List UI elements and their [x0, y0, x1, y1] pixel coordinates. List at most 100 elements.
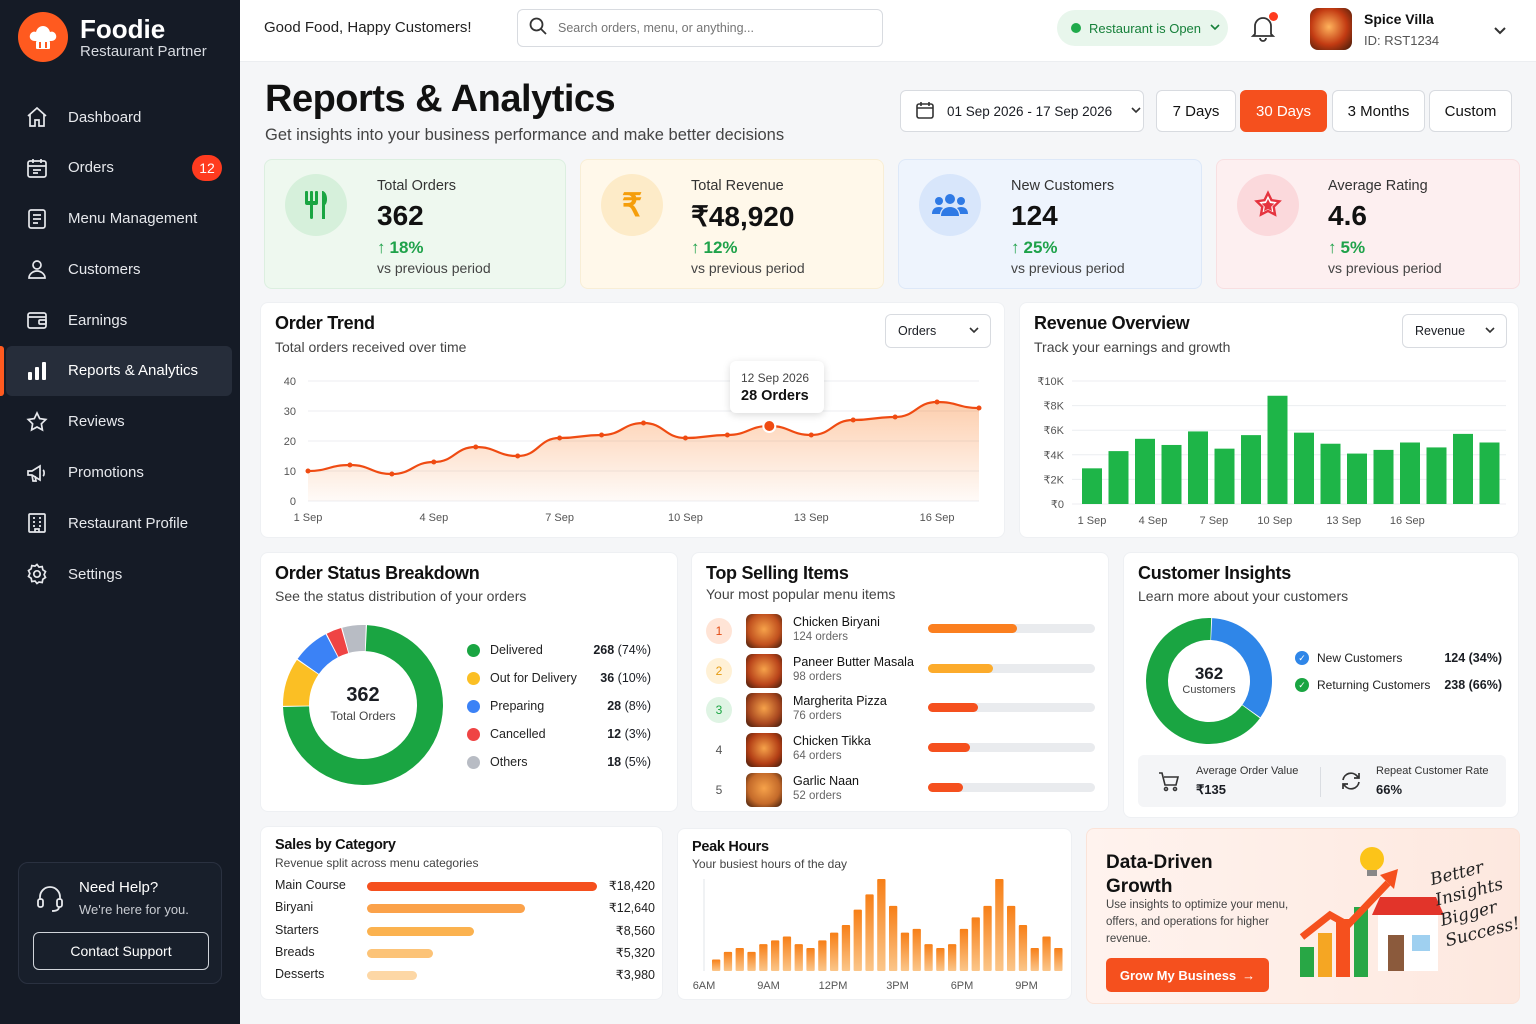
brand-name: Foodie [80, 13, 166, 44]
contact-support-button[interactable]: Contact Support [33, 932, 209, 970]
building-icon [24, 510, 50, 536]
sidebar-item-menu-management[interactable]: Menu Management [6, 194, 232, 244]
category-name: Starters [275, 922, 319, 937]
sidebar-item-promotions[interactable]: Promotions [6, 448, 232, 498]
revenue-bar [1453, 433, 1473, 504]
legend-dot [467, 755, 480, 769]
promo-title-line: Data-Driven [1106, 852, 1213, 873]
food-thumbnail [746, 733, 782, 768]
area-fill [308, 402, 979, 501]
top-item-row[interactable]: 3 Margherita Pizza 76 orders [706, 693, 1096, 729]
chevron-down-icon[interactable] [1492, 22, 1508, 43]
sidebar-item-earnings[interactable]: Earnings [6, 295, 232, 345]
peak-bar [995, 879, 1004, 971]
status-dot [1071, 23, 1081, 33]
restaurant-status-dropdown[interactable]: Restaurant is Open [1057, 10, 1228, 46]
sidebar-item-label: Customers [68, 260, 141, 278]
range-7-days-button[interactable]: 7 Days [1156, 90, 1236, 132]
dropdown-value: Revenue [1415, 324, 1466, 338]
legend-item-new-customers: ✓ New Customers [1295, 651, 1402, 665]
revenue-bar-chart: ₹0 ₹2K ₹4K ₹6K ₹8K ₹10K 1 Sep 4 Sep 7 Sep 10 Sep 1… [1037, 376, 1506, 527]
card-title: Sales by Category [275, 837, 396, 853]
kpi-label: Average Rating [1328, 178, 1428, 194]
data-point [682, 435, 688, 441]
legend-label: Cancelled [490, 727, 546, 741]
peak-bar [1030, 948, 1039, 971]
x-tick-label: 10 Sep [1257, 515, 1292, 527]
grow-business-button[interactable]: Grow My Business → [1106, 958, 1269, 992]
search-input[interactable] [558, 21, 858, 35]
brand[interactable]: Foodie Restaurant Partner [18, 12, 207, 62]
top-item-row[interactable]: 2 Paneer Butter Masala 98 orders [706, 653, 1096, 690]
legend-count: 18 [607, 755, 622, 769]
revenue-metric-dropdown[interactable]: Revenue [1402, 314, 1507, 348]
legend-label: Returning Customers [1317, 678, 1431, 692]
category-value: ₹8,560 [615, 923, 655, 938]
donut-slice [342, 625, 366, 653]
rank-badge: 3 [706, 697, 732, 724]
top-item-row[interactable]: 5 Garlic Naan 52 orders [706, 772, 1096, 809]
kpi-change: ↑ 12% [691, 238, 738, 258]
date-range-picker[interactable]: 01 Sep 2026 - 17 Sep 2026 [900, 90, 1144, 132]
sidebar-item-customers[interactable]: Customers [6, 244, 232, 294]
peak-bar [924, 944, 933, 971]
y-tick-label: ₹6K [1044, 425, 1065, 437]
range-30-days-button[interactable]: 30 Days [1240, 90, 1327, 132]
range-custom-button[interactable]: Custom [1429, 90, 1512, 132]
kpi-value: ₹48,920 [691, 201, 795, 232]
legend-pct: (10%) [617, 671, 651, 685]
profile-menu[interactable]: Spice Villa ID: RST1234 [1310, 8, 1439, 50]
x-tick-label: 1 Sep [294, 512, 323, 524]
sidebar-item-reviews[interactable]: Reviews [6, 397, 232, 447]
item-orders: 52 orders [793, 789, 842, 802]
sidebar-item-reports-analytics[interactable]: Reports & Analytics [0, 345, 232, 396]
profile-name: Spice Villa [1364, 10, 1434, 27]
kpi-note: vs previous period [377, 260, 491, 276]
top-item-row[interactable]: 1 Chicken Biryani 124 orders [706, 614, 1096, 650]
notifications-button[interactable] [1250, 12, 1278, 47]
range-3-months-button[interactable]: 3 Months [1332, 90, 1425, 132]
sidebar-item-restaurant-profile[interactable]: Restaurant Profile [6, 498, 232, 548]
peak-bar [1042, 936, 1051, 971]
order-trend-metric-dropdown[interactable]: Orders [885, 314, 991, 348]
card-subtitle: Total orders received over time [275, 339, 467, 355]
legend-dot [467, 727, 480, 741]
peak-bar [912, 928, 921, 971]
legend-item-delivered: Delivered [467, 643, 543, 657]
kpi-label: New Customers [1011, 178, 1115, 194]
x-tick-label: 3PM [886, 980, 909, 992]
legend-value: 36 (10%) [561, 671, 651, 685]
profile-id: ID: RST1234 [1364, 32, 1440, 48]
peak-bar [900, 932, 910, 971]
kpi-change-value: 12% [703, 238, 738, 257]
kpi-value: 124 [1011, 200, 1058, 231]
search-box[interactable] [517, 9, 883, 47]
x-tick-label: 1 Sep [1078, 515, 1107, 527]
legend-count: 36 [600, 671, 615, 685]
sales-category-card: Sales by Category Revenue split across m… [260, 826, 663, 1000]
divider [1320, 767, 1321, 797]
legend-value: 28 (8%) [561, 699, 651, 713]
chevron-down-icon [968, 324, 980, 339]
sidebar-item-label: Reviews [68, 413, 125, 431]
sidebar-item-dashboard[interactable]: Dashboard [6, 92, 232, 142]
y-tick-label: ₹4K [1044, 450, 1065, 462]
data-point [347, 462, 353, 468]
item-share-track [928, 703, 1095, 713]
item-share-track [928, 624, 1095, 633]
check-circle-icon: ✓ [1295, 651, 1309, 665]
sidebar-item-orders[interactable]: Orders 12 [6, 143, 232, 193]
sidebar-item-settings[interactable]: Settings [6, 549, 232, 599]
peak-bar [971, 917, 980, 971]
category-name: Desserts [275, 967, 325, 982]
donut-slice [297, 634, 339, 675]
legend-pct: (74%) [617, 643, 651, 657]
top-item-row[interactable]: 4 Chicken Tikka 64 orders [706, 733, 1096, 769]
chevron-down-icon [1130, 104, 1142, 119]
card-subtitle: Track your earnings and growth [1034, 339, 1231, 355]
x-tick-label: 9PM [1015, 980, 1038, 992]
data-point [641, 420, 646, 426]
kpi-change: ↑ 25% [1011, 238, 1058, 258]
card-subtitle: Learn more about your customers [1138, 588, 1349, 604]
peak-bar [723, 951, 733, 971]
